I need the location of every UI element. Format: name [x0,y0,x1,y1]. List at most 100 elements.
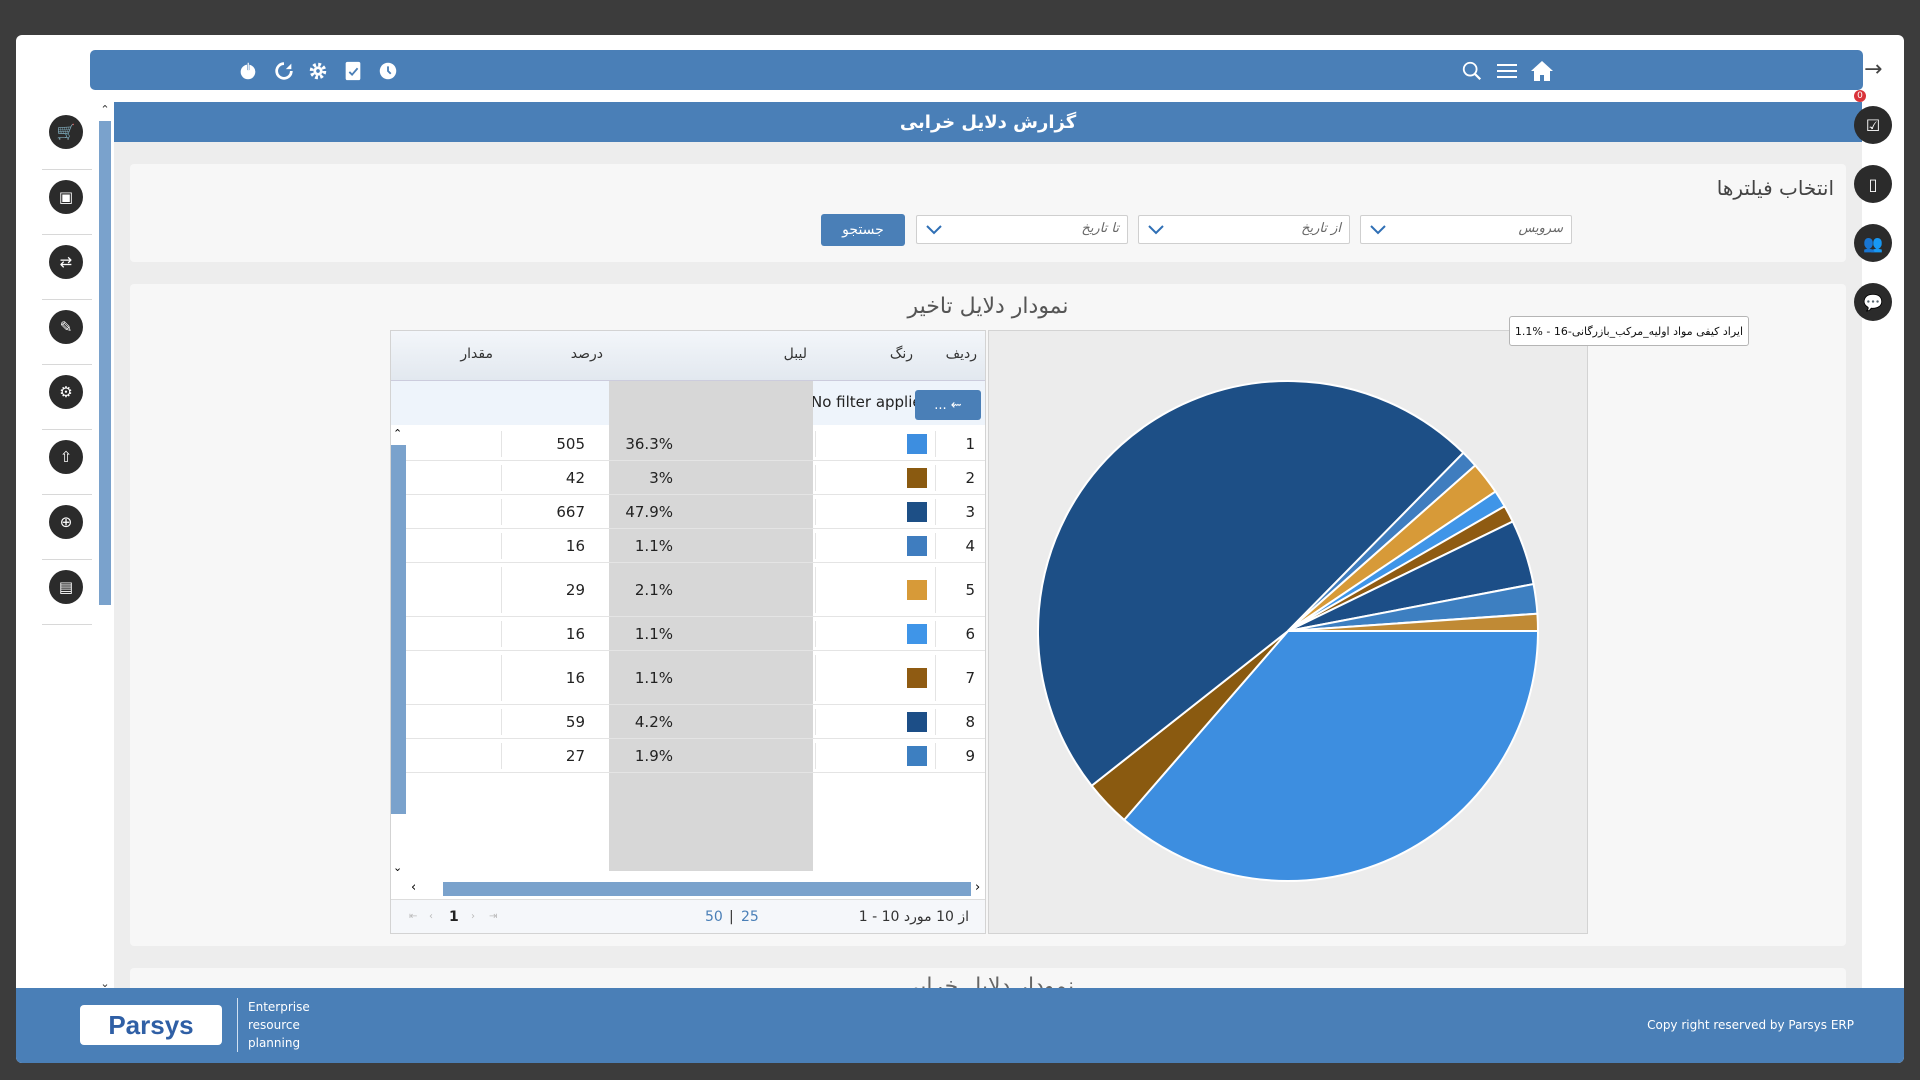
upload-icon[interactable]: ⇧ [49,440,83,474]
prev-page-icon[interactable]: ‹ [429,911,433,922]
tablet-icon[interactable]: ▯ [1854,165,1892,203]
col-label[interactable]: لیبل [783,346,807,362]
divider [815,465,816,491]
col-color[interactable]: رنگ [889,346,913,362]
clock-icon[interactable] [376,59,400,83]
table-row[interactable]: 9 1.9% 27 [391,739,985,773]
gear-icon[interactable] [306,59,330,83]
col-percent[interactable]: درصد [570,346,603,362]
from-date-dropdown[interactable]: از تاریخ [1138,215,1350,244]
grid-horizontal-scrollbar[interactable] [443,882,971,896]
divider [42,494,92,495]
sync-icon[interactable]: ⇄ [49,245,83,279]
divider [935,567,936,613]
col-value[interactable]: مقدار [460,346,493,362]
row-number: 4 [965,537,975,555]
table-row[interactable]: 7 1.1% 16 [391,651,985,705]
arrow-right-icon[interactable]: → [1864,57,1883,82]
row-percent: 4.2% [634,713,673,731]
home-icon[interactable] [1530,59,1554,83]
grid-pager: 1 - 10 از 10 مورد 25 | 50 ⇤ ‹ 1 › ⇥ [391,899,985,933]
chevron-down-icon [1148,225,1164,235]
table-row[interactable]: 3 47.9% 667 [391,495,985,529]
row-percent: 1.1% [634,669,673,687]
copyright: Copy right reserved by Parsys ERP [1647,1018,1854,1032]
divider [935,499,936,525]
filter-menu-button[interactable]: ... ⇜ [915,390,981,420]
divider [501,709,502,735]
divider [501,465,502,491]
gear-icon[interactable]: ⚙ [49,375,83,409]
chevron-down-icon [1370,225,1386,235]
table-row[interactable]: 5 2.1% 29 [391,563,985,617]
grid-scroll-left-icon[interactable]: ‹ [411,880,417,895]
page-size-50[interactable]: 50 [705,909,723,925]
row-percent: 1.1% [634,537,673,555]
table-row[interactable]: 6 1.1% 16 [391,617,985,651]
service-placeholder: سرویس [1518,221,1563,236]
table-row[interactable]: 8 4.2% 59 [391,705,985,739]
service-dropdown[interactable]: سرویس [1360,215,1572,244]
zoom-icon[interactable]: ⊕ [49,505,83,539]
row-number: 1 [965,435,975,453]
clipboard-icon[interactable] [341,59,365,83]
first-page-icon[interactable]: ⇤ [409,911,418,922]
row-value: 27 [565,747,585,765]
page-size-25[interactable]: 25 [741,909,759,925]
row-number: 8 [965,713,975,731]
scroll-down-icon[interactable]: ⌄ [100,977,110,990]
row-number: 2 [965,469,975,487]
divider [935,655,936,701]
current-page[interactable]: 1 [449,909,459,925]
pie-chart [1037,380,1540,882]
pie-chart-panel [988,330,1588,934]
power-icon[interactable] [236,59,260,83]
checklist-icon[interactable]: ☑ [1854,106,1892,144]
search-button[interactable]: جستجو [821,214,905,246]
refresh-icon[interactable] [272,59,296,83]
table-row[interactable]: 2 3% 42 [391,461,985,495]
search-icon[interactable] [1460,59,1484,83]
table-row[interactable]: 4 1.1% 16 [391,529,985,563]
next-page-icon[interactable]: › [471,911,475,922]
row-value: 505 [556,435,585,453]
divider [935,709,936,735]
last-page-icon[interactable]: ⇥ [489,911,498,922]
to-date-dropdown-main[interactable]: تا تاریخ [916,215,1128,244]
col-row[interactable]: ردیف [945,346,977,362]
row-percent: 1.9% [634,747,673,765]
row-percent: 47.9% [625,503,673,521]
pie-slice-3[interactable] [1037,380,1465,788]
divider [42,624,92,625]
page-scrollbar-thumb[interactable] [99,121,111,605]
divider [42,364,92,365]
pie-slice-1[interactable] [1122,630,1540,882]
people-icon[interactable]: 👥 [1854,224,1892,262]
chat-icon[interactable]: 💬 [1854,283,1892,321]
divider [501,621,502,647]
table-row[interactable]: 1 36.3% 505 [391,427,985,461]
briefcase-icon[interactable]: ▣ [49,180,83,214]
grid-scroll-right-icon[interactable]: › [975,880,981,895]
row-percent: 3% [649,469,673,487]
pie-slice-10[interactable] [1287,612,1540,632]
row-value: 16 [565,669,585,687]
scroll-up-icon[interactable]: ⌃ [100,103,110,116]
color-swatch [907,536,927,556]
row-value: 16 [565,537,585,555]
grid-vertical-scrollbar[interactable] [391,445,406,814]
divider [815,499,816,525]
image-icon[interactable]: ▤ [49,570,83,604]
divider [501,655,502,701]
pencil-icon[interactable]: ✎ [49,310,83,344]
cart-icon[interactable]: 🛒 [49,115,83,149]
grid-scroll-up-icon[interactable]: ⌃ [393,427,403,440]
menu-icon[interactable] [1495,59,1519,83]
filter-panel: انتخاب فیلترها سرویس از تاریخ تا تاریخ ج… [130,164,1846,262]
notification-badge: 0 [1854,90,1866,102]
grid-scroll-down-icon[interactable]: ⌄ [393,861,403,874]
divider [935,465,936,491]
erp-line-2: resource [248,1018,300,1032]
row-number: 5 [965,581,975,599]
divider [815,709,816,735]
